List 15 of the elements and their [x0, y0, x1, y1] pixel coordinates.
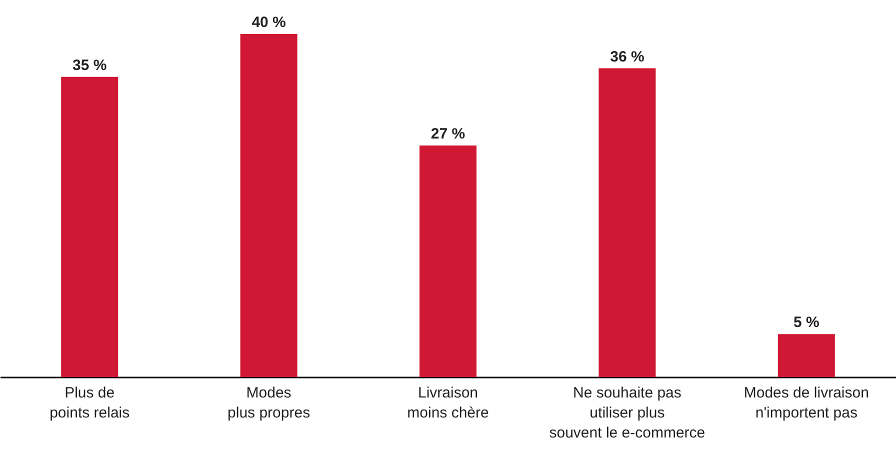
x-tick-label: Ne souhaite pas utiliser plus souvent le e-commerce: [549, 384, 706, 442]
data-label: 40 %: [252, 14, 286, 31]
x-tick-label: Modes de livraison n'importent pas: [744, 384, 869, 422]
bar: [598, 68, 656, 377]
x-tick-label: Modes plus propres: [228, 384, 310, 422]
data-label: 27 %: [430, 125, 466, 142]
x-tick-label: Livraison moins chère: [407, 384, 489, 422]
data-label: 5 %: [793, 314, 820, 332]
data-label: 36 %: [610, 48, 644, 66]
data-label: 35 %: [72, 56, 107, 74]
bar: [420, 145, 476, 377]
bar: [61, 76, 118, 377]
bar: [778, 334, 835, 377]
bar: [240, 34, 298, 377]
x-tick-label: Plus de points relais: [50, 384, 130, 422]
